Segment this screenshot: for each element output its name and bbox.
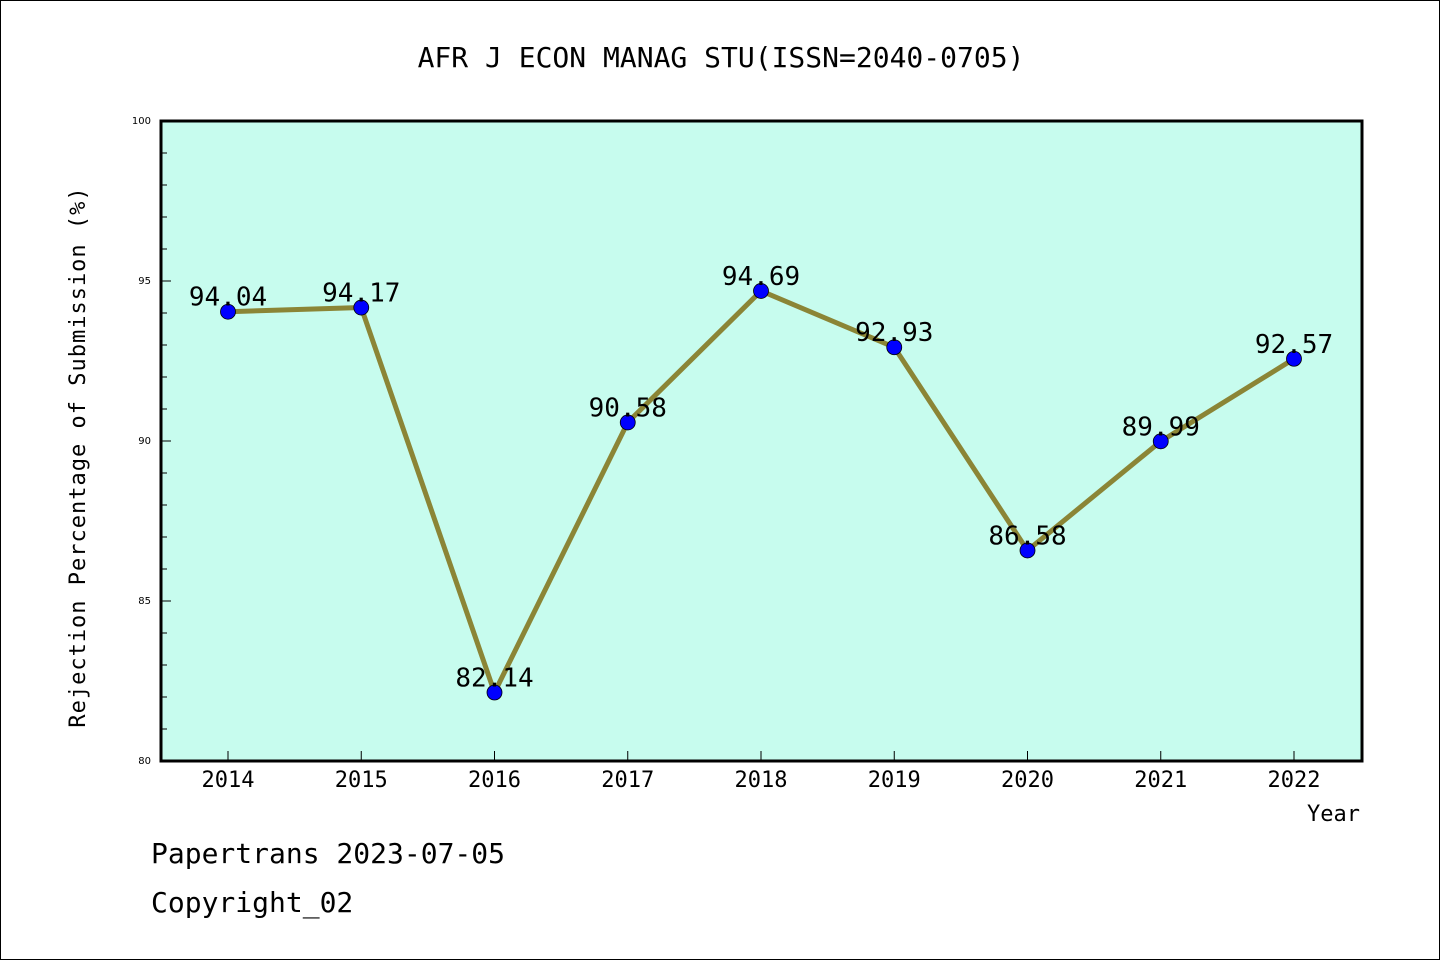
x-tick-label: 2017 <box>601 768 654 793</box>
y-axis-label: Rejection Percentage of Submission (%) <box>66 186 91 727</box>
data-point <box>886 339 903 356</box>
data-point <box>1019 542 1036 559</box>
x-axis: 2014 2015 2016 2017 2018 2019 2020 2021 2022 <box>202 751 1321 793</box>
data-label: 94.69 <box>722 262 800 292</box>
footer-publisher-date: Papertrans 2023-07-05 <box>151 837 506 870</box>
y-axis: 80 85 90 95 100 <box>132 116 171 767</box>
x-axis-label: Year <box>1307 802 1360 827</box>
data-label: 92.57 <box>1255 330 1333 360</box>
data-labels: 94.04 94.17 82.14 90.58 94.69 92.93 86.58 89.99… <box>189 262 1333 694</box>
data-point <box>619 414 636 431</box>
x-tick-label: 2020 <box>1001 768 1054 793</box>
y-tick-label: 100 <box>132 116 151 127</box>
y-tick-label: 90 <box>138 436 151 447</box>
y-tick-label: 85 <box>138 596 151 607</box>
data-point <box>486 684 503 701</box>
x-tick-label: 2018 <box>735 768 788 793</box>
data-label: 90.58 <box>589 393 667 423</box>
data-label: 86.58 <box>988 521 1066 551</box>
x-tick-label: 2019 <box>868 768 921 793</box>
y-tick-label: 80 <box>138 756 151 767</box>
data-point <box>1286 350 1302 367</box>
x-tick-label: 2014 <box>202 768 255 793</box>
data-label: 94.17 <box>322 279 400 309</box>
data-label: 89.99 <box>1122 412 1200 442</box>
footer-copyright: Copyright_02 <box>151 886 354 919</box>
x-tick-label: 2016 <box>468 768 521 793</box>
data-point <box>220 303 236 320</box>
series-markers <box>220 283 1302 701</box>
data-label: 92.93 <box>855 318 933 348</box>
x-tick-label: 2015 <box>335 768 388 793</box>
x-tick-label: 2022 <box>1268 768 1321 793</box>
data-label: 94.04 <box>189 283 267 313</box>
data-label: 82.14 <box>455 664 533 694</box>
data-point <box>753 283 769 299</box>
data-point <box>353 299 370 316</box>
x-tick-label: 2021 <box>1134 768 1187 793</box>
data-point <box>1152 433 1169 450</box>
y-tick-label: 95 <box>138 276 151 287</box>
chart-title: AFR J ECON MANAG STU(ISSN=2040-0705) <box>418 41 1025 74</box>
